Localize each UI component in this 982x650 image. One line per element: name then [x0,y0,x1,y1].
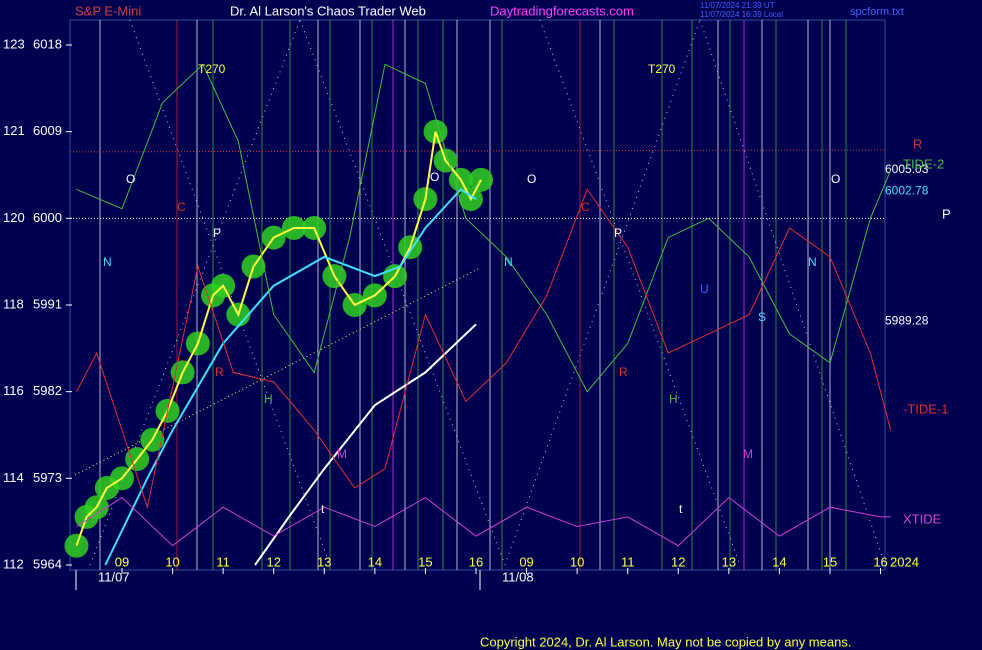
x-tick-label: 12 [266,554,280,569]
file: spcform.txt [850,6,904,18]
annotation: M [743,447,753,461]
symbol: S&P E-Mini [75,3,141,18]
legend-label: XTIDE [903,511,942,526]
annotation: P [213,226,221,240]
level-label: 5989.28 [885,314,929,328]
planet-degree: 114 [3,470,24,485]
annotation: H [669,392,678,406]
x-tick-label: 10 [570,554,584,569]
annotation: H [264,392,273,406]
annotation: M [337,447,347,461]
x-tick-label: 12 [671,554,685,569]
stamp-ut: 11/07/2024 21:39 UT [700,1,775,10]
plot-frame [69,19,886,571]
side-label: R [913,136,922,151]
level-label: 6005.03 [885,162,929,176]
y-tick-label: 6018 [33,36,62,51]
annotation: P [614,226,622,240]
y-tick-label: 5991 [33,296,62,311]
dotted-cycle [504,19,701,566]
price-line [75,131,482,547]
series-line [76,496,891,547]
annotation: N [103,255,112,269]
planet-degree: 112 [3,556,24,571]
annotation: N [808,255,817,269]
x-tick-label: 09 [115,554,129,569]
y-tick-label: 5973 [33,470,62,485]
date-label: 11/07 [98,569,130,584]
x-tick-label: 11 [216,554,230,569]
site: Daytradingforecasts.com [490,3,634,18]
annotation: O [831,172,840,186]
planet-degree: 121 [3,123,25,138]
price-glow [469,167,494,192]
annotation: R [215,365,224,379]
x-tick-label: 09 [519,554,533,569]
y-tick-label: 6000 [33,210,62,225]
y-tick-label: 5982 [33,383,62,398]
x-tick-label: 16 [873,554,887,569]
x-tick-label: 14 [368,554,382,569]
x-tick-label: 14 [772,554,786,569]
x-tick-label: 15 [418,554,432,569]
y-tick-label: 5964 [33,556,62,571]
dotted-cycle [129,19,331,566]
series-line [254,323,477,566]
year: 2024 [890,554,919,569]
date-label: 11/08 [502,569,534,584]
legend-label: -TIDE-1 [903,401,949,416]
series-line [104,188,477,566]
stamp-local: 11/07/2024 16:39 Local [700,10,783,19]
x-tick-label: 10 [165,554,179,569]
series-line [76,188,892,510]
side-label: P [942,206,951,221]
annotation: O [126,172,135,186]
annotation: O [527,172,536,186]
annotation: C [177,200,186,214]
x-tick-label: 11 [621,554,635,569]
planet-degree: 123 [3,36,25,51]
annotation: O [430,170,439,184]
annotation: t [679,502,683,516]
x-tick-label: 13 [722,554,736,569]
x-tick-label: 15 [823,554,837,569]
annotation: U [700,282,709,296]
annotation: T270 [198,62,226,76]
x-tick-label: 16 [469,554,483,569]
legend-label: TIDE-2 [903,156,944,171]
annotation: C [581,200,590,214]
price-glow [64,533,89,558]
x-tick-label: 13 [317,554,331,569]
title: Dr. Al Larson's Chaos Trader Web [230,3,426,18]
cycle-lines [89,19,886,570]
annotation: t [321,502,325,516]
annotation: N [504,255,513,269]
dotted-cycle [539,19,741,566]
planet-degree: 118 [3,296,24,311]
annotation: S [758,310,766,324]
series-line [76,63,892,393]
planet-degree: 116 [3,383,24,398]
y-tick-label: 6009 [33,123,62,138]
copyright: Copyright 2024, Dr. Al Larson. May not b… [480,634,851,649]
level-label: 6002.78 [885,184,929,198]
resistance-line [69,149,886,153]
annotation: R [619,365,628,379]
dotted-cycle [89,19,301,566]
annotation: T270 [648,62,676,76]
planet-degree: 120 [3,210,25,225]
